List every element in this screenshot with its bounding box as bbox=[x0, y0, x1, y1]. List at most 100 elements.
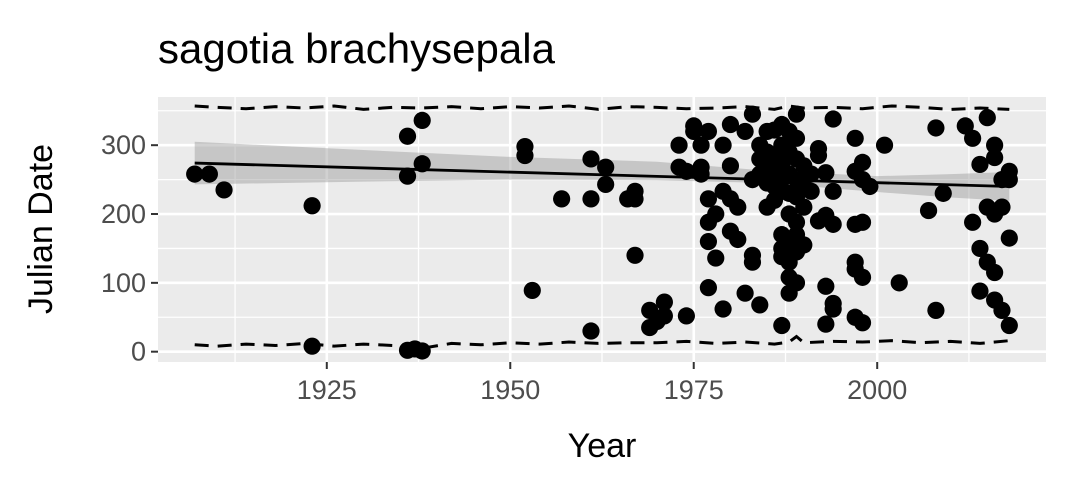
y-axis-ticks: 0 100 200 300 bbox=[101, 130, 158, 367]
data-point bbox=[215, 181, 233, 199]
data-point bbox=[413, 111, 431, 130]
fitted-lines bbox=[194, 104, 1010, 350]
data-point bbox=[919, 201, 938, 220]
data-point bbox=[986, 263, 1004, 282]
data-points bbox=[186, 105, 1018, 360]
data-point bbox=[875, 136, 894, 154]
data-point bbox=[853, 213, 872, 231]
data-point bbox=[582, 150, 600, 168]
data-point bbox=[413, 155, 431, 173]
data-point bbox=[200, 165, 218, 183]
data-point bbox=[707, 205, 725, 223]
data-point bbox=[927, 119, 945, 137]
chart-title: sagotia brachysepala bbox=[158, 25, 556, 72]
data-point bbox=[655, 293, 673, 311]
data-point bbox=[707, 249, 725, 267]
data-point bbox=[824, 215, 842, 233]
data-point bbox=[890, 274, 908, 292]
data-point bbox=[692, 165, 710, 183]
data-point bbox=[729, 198, 747, 216]
data-point bbox=[853, 268, 872, 286]
data-point bbox=[927, 301, 945, 319]
y-axis-title: Julian Date bbox=[22, 144, 60, 314]
data-point bbox=[736, 122, 754, 141]
data-point bbox=[824, 182, 842, 200]
data-point bbox=[1000, 229, 1018, 247]
x-tick-label: 2000 bbox=[847, 375, 907, 405]
data-point bbox=[626, 246, 644, 264]
data-point bbox=[699, 232, 718, 251]
data-point bbox=[809, 146, 828, 165]
data-point bbox=[553, 190, 571, 208]
data-point bbox=[582, 322, 600, 340]
data-point bbox=[934, 184, 952, 202]
data-point bbox=[773, 316, 791, 335]
y-tick-label: 200 bbox=[101, 199, 146, 229]
data-point bbox=[795, 236, 813, 254]
data-point bbox=[670, 136, 688, 154]
x-tick-label: 1950 bbox=[480, 375, 540, 405]
data-point bbox=[655, 307, 673, 325]
data-point bbox=[993, 198, 1011, 216]
data-point bbox=[413, 342, 431, 360]
data-point bbox=[751, 296, 769, 314]
x-tick-label: 1975 bbox=[664, 375, 724, 405]
data-point bbox=[699, 122, 718, 141]
quantile-line-upper bbox=[194, 104, 1010, 111]
data-point bbox=[861, 177, 879, 196]
data-point bbox=[817, 277, 835, 295]
data-point bbox=[986, 136, 1004, 154]
data-point bbox=[597, 175, 615, 194]
data-point bbox=[303, 337, 321, 355]
data-point bbox=[523, 281, 541, 300]
data-point bbox=[971, 239, 989, 258]
data-point bbox=[956, 117, 974, 135]
data-point bbox=[824, 110, 842, 128]
data-point bbox=[787, 105, 806, 123]
data-point bbox=[853, 314, 872, 332]
data-point bbox=[699, 190, 718, 208]
data-point bbox=[692, 136, 710, 154]
trend-line bbox=[194, 161, 1010, 188]
data-point bbox=[978, 109, 996, 127]
data-point bbox=[817, 315, 835, 333]
data-point bbox=[714, 136, 732, 154]
data-point bbox=[699, 279, 718, 297]
data-point bbox=[787, 129, 806, 147]
data-point bbox=[398, 167, 417, 185]
data-point bbox=[971, 282, 989, 300]
data-point bbox=[743, 105, 762, 123]
y-tick-label: 300 bbox=[101, 130, 146, 160]
x-tick-label: 1925 bbox=[297, 375, 357, 405]
data-point bbox=[817, 164, 835, 182]
quantile-line-lower bbox=[194, 334, 1010, 350]
data-point bbox=[597, 158, 615, 176]
data-point bbox=[677, 162, 695, 180]
data-point bbox=[736, 284, 754, 302]
x-axis-title: Year bbox=[568, 427, 637, 465]
data-point bbox=[787, 213, 806, 231]
data-point bbox=[964, 129, 982, 147]
data-point bbox=[993, 301, 1011, 319]
data-point bbox=[626, 190, 644, 208]
data-point bbox=[824, 300, 842, 318]
data-point bbox=[802, 165, 820, 183]
data-point bbox=[729, 230, 747, 249]
data-point bbox=[846, 129, 864, 147]
data-point bbox=[398, 127, 417, 145]
data-point bbox=[721, 157, 740, 175]
data-point bbox=[677, 307, 695, 325]
data-point bbox=[303, 197, 321, 215]
data-point bbox=[685, 122, 703, 141]
data-point bbox=[971, 155, 989, 174]
data-point bbox=[186, 165, 204, 183]
data-point bbox=[1000, 316, 1018, 335]
data-point bbox=[802, 182, 820, 200]
data-point bbox=[743, 253, 762, 271]
data-point bbox=[795, 198, 813, 216]
data-point bbox=[787, 274, 806, 292]
data-point bbox=[516, 146, 534, 165]
data-point bbox=[714, 300, 732, 318]
data-point bbox=[721, 115, 740, 134]
